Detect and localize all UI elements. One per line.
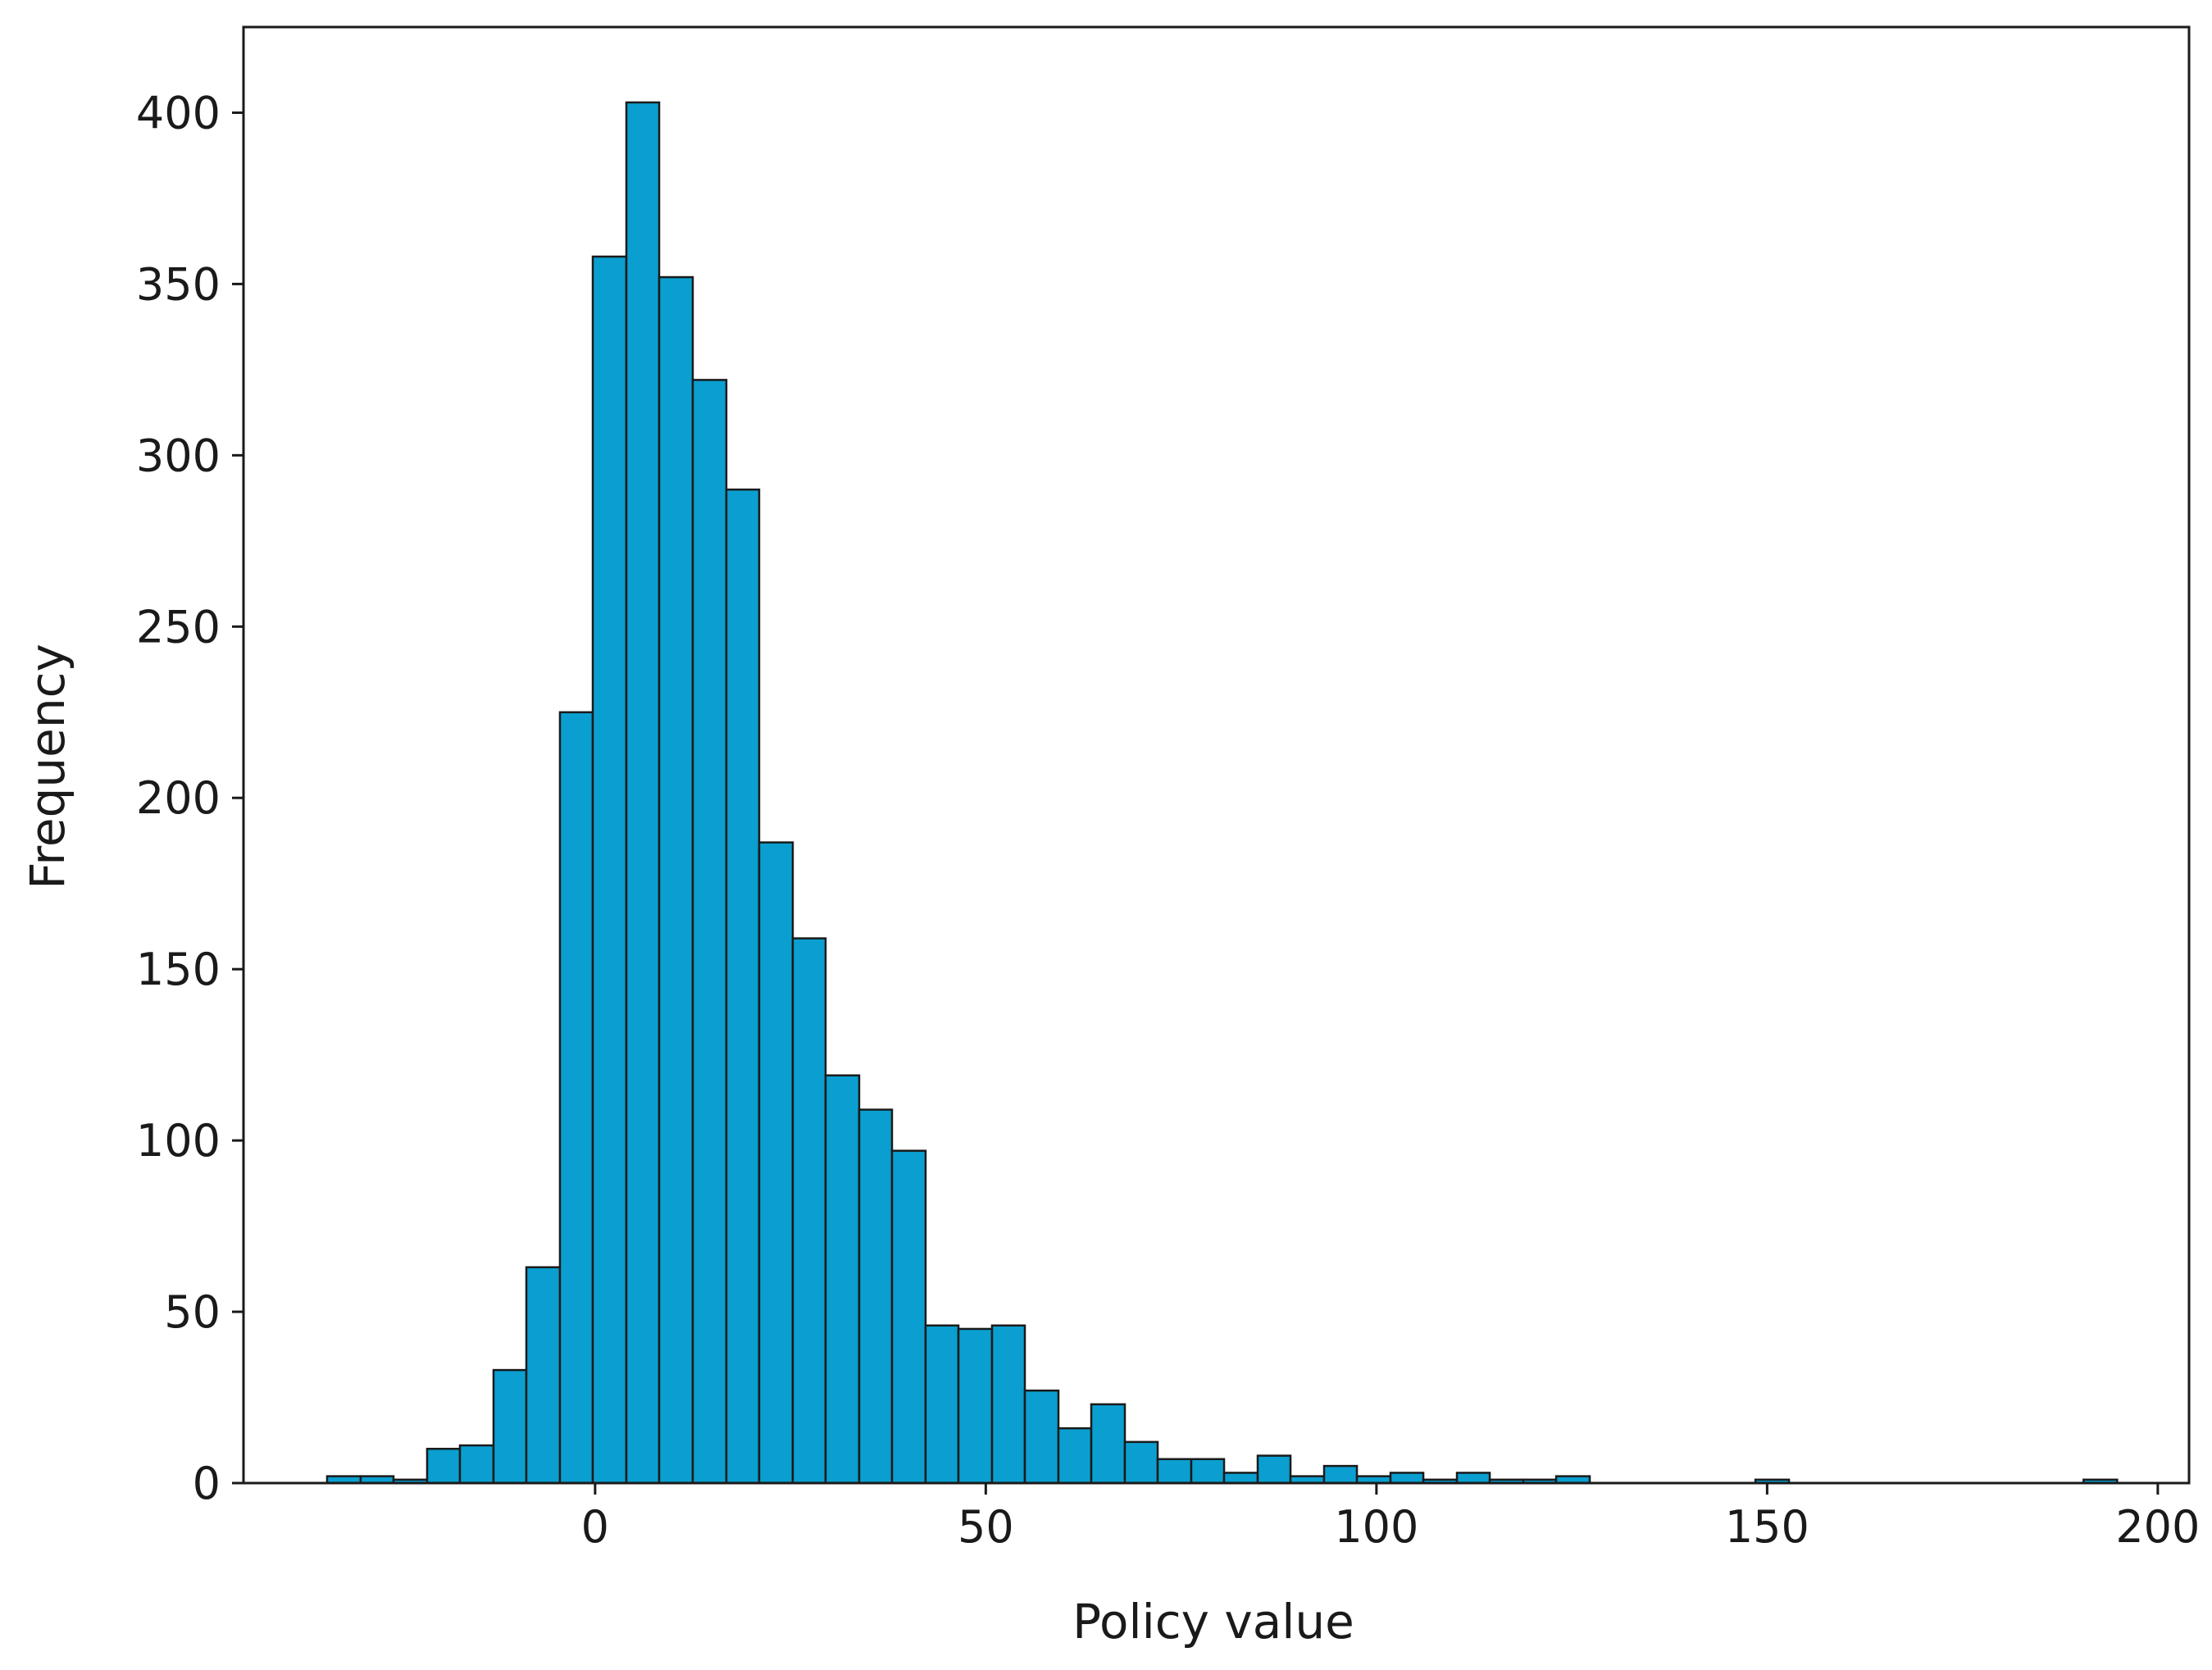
histogram-bar-34 bbox=[1455, 1472, 1491, 1485]
histogram-bar-22 bbox=[1057, 1427, 1093, 1485]
y-tick-label-1: 50 bbox=[164, 1286, 221, 1338]
histogram-bar-15 bbox=[824, 1074, 861, 1485]
histogram-bar-24 bbox=[1123, 1440, 1159, 1485]
histogram-bar-13 bbox=[758, 841, 794, 1485]
histogram-bar-23 bbox=[1090, 1403, 1126, 1485]
histogram-bar-6 bbox=[525, 1266, 562, 1485]
y-tick-label-4: 200 bbox=[136, 772, 221, 824]
histogram-bar-14 bbox=[791, 937, 827, 1485]
histogram-bar-19 bbox=[957, 1327, 994, 1485]
x-tick-label-1: 50 bbox=[958, 1501, 1014, 1553]
x-tick-label-0: 0 bbox=[581, 1501, 609, 1553]
y-tick-label-2: 100 bbox=[136, 1115, 221, 1167]
histogram-bar-7 bbox=[558, 711, 594, 1485]
x-axis-label: Policy value bbox=[1072, 1594, 1354, 1650]
x-axis-ticks: 0 50 100 150 200 bbox=[581, 1483, 2200, 1553]
y-axis-label: Frequency bbox=[20, 644, 75, 890]
histogram-bar-17 bbox=[890, 1149, 927, 1485]
x-tick-label-3: 150 bbox=[1725, 1501, 1809, 1553]
histogram-bar-28 bbox=[1256, 1454, 1292, 1485]
histogram-bar-21 bbox=[1023, 1389, 1060, 1485]
histogram-bar-3 bbox=[426, 1447, 462, 1485]
histogram-bar-30 bbox=[1322, 1464, 1359, 1485]
histogram-bar-5 bbox=[492, 1368, 528, 1485]
y-tick-label-8: 400 bbox=[136, 87, 221, 139]
y-tick-label-7: 350 bbox=[136, 258, 221, 310]
x-tick-label-2: 100 bbox=[1334, 1501, 1418, 1553]
histogram-bars bbox=[325, 101, 2119, 1485]
axes-frame bbox=[242, 25, 2191, 1485]
histogram-bar-20 bbox=[990, 1324, 1026, 1485]
x-tick-label-4: 200 bbox=[2115, 1501, 2200, 1553]
histogram-bar-26 bbox=[1190, 1458, 1226, 1485]
histogram-bar-9 bbox=[625, 101, 661, 1485]
histogram-bar-8 bbox=[591, 255, 628, 1485]
histogram-bar-16 bbox=[858, 1108, 894, 1485]
histogram-bar-27 bbox=[1222, 1472, 1259, 1485]
histogram-bar-25 bbox=[1156, 1458, 1193, 1485]
histogram-bar-18 bbox=[924, 1324, 960, 1485]
histogram-bar-12 bbox=[725, 488, 761, 1485]
y-tick-label-5: 250 bbox=[136, 601, 221, 653]
y-tick-label-3: 150 bbox=[136, 944, 221, 995]
histogram-bar-10 bbox=[658, 275, 694, 1485]
histogram-bar-11 bbox=[691, 379, 728, 1485]
histogram-bar-32 bbox=[1389, 1472, 1425, 1485]
y-tick-label-6: 300 bbox=[136, 430, 221, 481]
y-axis-ticks: 0 50 100 150 200 250 300 350 400 bbox=[136, 87, 244, 1509]
y-tick-label-0: 0 bbox=[193, 1458, 221, 1509]
histogram-bar-4 bbox=[458, 1444, 495, 1485]
